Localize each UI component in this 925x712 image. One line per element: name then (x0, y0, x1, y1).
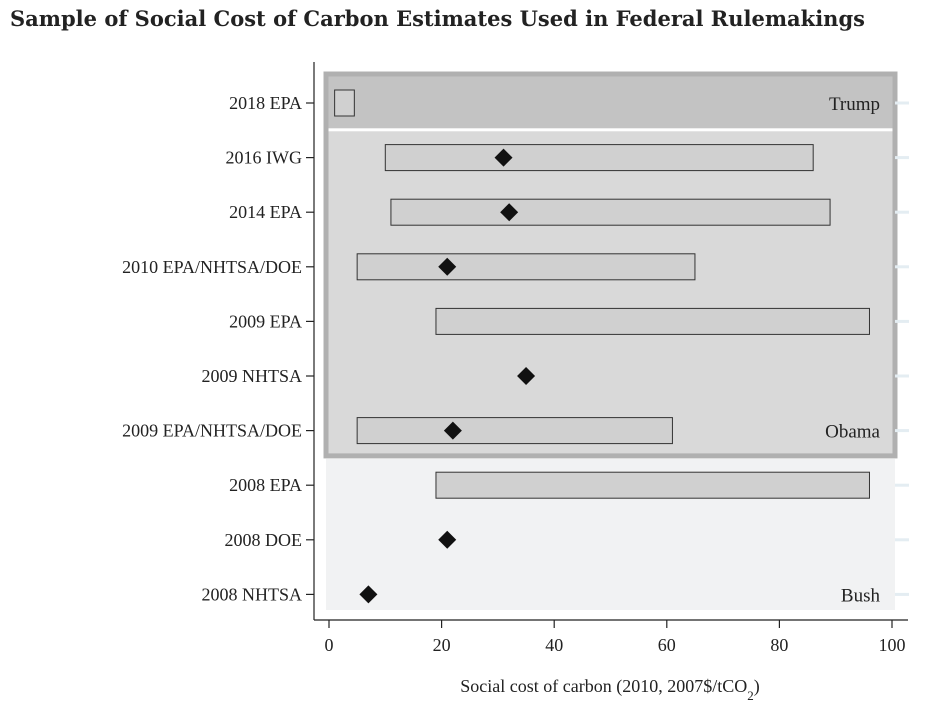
central-marker-2008-nhtsa (359, 585, 378, 604)
y-tick-label-2014-epa: 2014 EPA (229, 202, 302, 222)
y-tick-label-2009-epa: 2009 EPA (229, 311, 302, 331)
x-axis-ticks: 0 20 40 60 80 100 (325, 620, 906, 655)
range-bar-2010-epa-nhtsa-doe (356, 253, 696, 281)
era-labels: Trump Obama Bush (825, 94, 880, 606)
y-tick-label-2008-nhtsa: 2008 NHTSA (201, 584, 302, 604)
central-markers (359, 148, 536, 604)
y-tick-label-2010-epa-nhtsa-doe: 2010 EPA/NHTSA/DOE (122, 257, 302, 277)
era-label-trump: Trump (829, 94, 880, 115)
range-bar-2014-epa (390, 198, 831, 226)
central-marker-2014-epa (500, 203, 519, 222)
era-band-obama (326, 131, 895, 456)
x-tick-label-80: 80 (770, 635, 788, 655)
y-tick-label-2008-doe: 2008 DOE (225, 530, 303, 550)
central-marker-2016-iwg (494, 148, 513, 167)
x-tick-label-0: 0 (325, 635, 334, 655)
central-marker-2009-nhtsa (517, 367, 536, 385)
range-bar-2016-iwg (384, 144, 814, 172)
central-marker-2008-doe (438, 530, 457, 549)
y-tick-label-2009-epa-nhtsa-doe: 2009 EPA/NHTSA/DOE (122, 421, 302, 441)
range-bar-2009-epa (435, 307, 870, 335)
x-tick-label-100: 100 (879, 635, 906, 655)
y-tick-label-2016-iwg: 2016 IWG (226, 148, 302, 168)
x-axis-label-subscript: 2 (747, 688, 754, 703)
y-axis-ticks: 2018 EPA 2016 IWG 2014 EPA 2010 EPA/NHTSA/D… (122, 93, 314, 604)
central-marker-2010-epa-nhtsa-doe (438, 257, 457, 276)
x-axis-label-tail: ) (754, 676, 760, 697)
x-tick-label-40: 40 (545, 635, 563, 655)
x-tick-label-20: 20 (433, 635, 451, 655)
era-label-bush: Bush (841, 585, 881, 606)
central-marker-2009-epa-nhtsa-doe (443, 421, 462, 440)
y-tick-label-2009-nhtsa: 2009 NHTSA (201, 366, 302, 386)
range-bar-2009-epa-nhtsa-doe (356, 417, 673, 445)
range-bars (334, 89, 870, 499)
range-bar-2008-epa (435, 471, 870, 499)
x-axis-label-main: Social cost of carbon (2010, 2007$/tCO (460, 676, 747, 697)
x-tick-label-60: 60 (658, 635, 676, 655)
range-bar-2018-epa (334, 89, 355, 117)
y-tick-label-2018-epa: 2018 EPA (229, 93, 302, 113)
era-band-trump (326, 74, 895, 129)
y-tick-label-2008-epa: 2008 EPA (229, 475, 302, 495)
era-frame (323, 71, 898, 459)
chart-title: Sample of Social Cost of Carbon Estimate… (10, 6, 865, 31)
era-label-obama: Obama (825, 422, 880, 443)
axes (313, 62, 908, 621)
x-axis-label: Social cost of carbon (2010, 2007$/tCO2) (460, 676, 759, 703)
